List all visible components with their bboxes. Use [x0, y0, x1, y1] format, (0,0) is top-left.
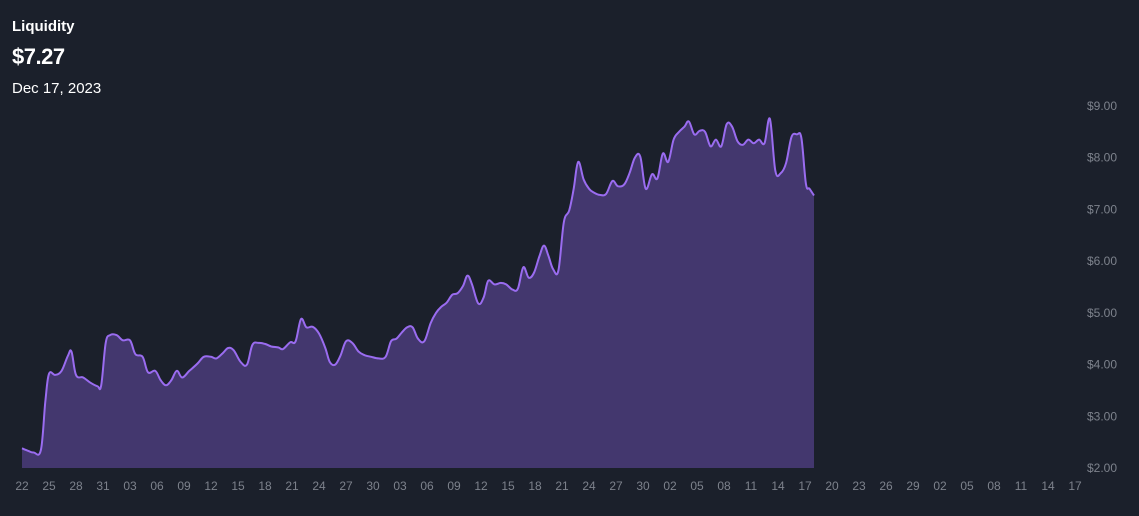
y-tick-label: $6.00	[1087, 254, 1117, 268]
x-tick-label: 29	[906, 479, 920, 493]
x-tick-label: 20	[825, 479, 839, 493]
x-tick-label: 27	[609, 479, 623, 493]
x-tick-label: 23	[852, 479, 866, 493]
x-tick-label: 08	[987, 479, 1001, 493]
y-tick-label: $5.00	[1087, 306, 1117, 320]
x-tick-label: 02	[933, 479, 947, 493]
x-tick-label: 15	[501, 479, 515, 493]
y-tick-label: $2.00	[1087, 461, 1117, 475]
x-tick-label: 18	[258, 479, 272, 493]
x-tick-label: 27	[339, 479, 353, 493]
x-tick-label: 28	[69, 479, 83, 493]
x-tick-label: 26	[879, 479, 893, 493]
x-tick-label: 09	[447, 479, 461, 493]
x-tick-label: 17	[1068, 479, 1082, 493]
x-tick-label: 15	[231, 479, 245, 493]
x-tick-label: 24	[312, 479, 326, 493]
y-tick-label: $7.00	[1087, 202, 1117, 216]
x-tick-label: 22	[15, 479, 29, 493]
x-tick-label: 02	[663, 479, 677, 493]
x-tick-label: 06	[150, 479, 164, 493]
area-layer	[21, 117, 815, 468]
x-tick-label: 30	[636, 479, 650, 493]
series-line[interactable]	[21, 117, 815, 456]
y-tick-label: $3.00	[1087, 409, 1117, 423]
x-tick-label: 17	[798, 479, 812, 493]
y-tick-label: $9.00	[1087, 99, 1117, 113]
x-tick-label: 12	[474, 479, 488, 493]
x-tick-label: 11	[745, 479, 758, 493]
x-tick-label: 12	[204, 479, 218, 493]
x-tick-label: 30	[366, 479, 380, 493]
x-tick-label: 24	[582, 479, 596, 493]
x-tick-label: 14	[771, 479, 785, 493]
x-tick-label: 03	[393, 479, 407, 493]
y-axis-ticks: $9.00 $8.00 $7.00 $6.00 $5.00 $4.00 $3.00 $2.00	[1087, 99, 1117, 475]
x-tick-label: 21	[285, 479, 299, 493]
x-tick-label: 11	[1015, 479, 1028, 493]
x-axis-ticks: 22 25 28 31 03 06 09 12 15 18 21 24 27 30 03 06 09 12 15 18…	[15, 479, 1082, 493]
current-date: Dec 17, 2023	[12, 80, 102, 97]
x-tick-label: 31	[96, 479, 110, 493]
series-area-fill	[22, 118, 814, 468]
x-tick-label: 14	[1041, 479, 1055, 493]
x-tick-label: 25	[42, 479, 56, 493]
current-value: $7.27	[12, 44, 65, 69]
x-tick-label: 21	[555, 479, 569, 493]
x-tick-label: 08	[717, 479, 731, 493]
chart-title: Liquidity	[12, 18, 75, 35]
x-tick-label: 05	[690, 479, 704, 493]
x-tick-label: 06	[420, 479, 434, 493]
y-tick-label: $8.00	[1087, 151, 1117, 165]
x-tick-label: 03	[123, 479, 137, 493]
x-tick-label: 18	[528, 479, 542, 493]
x-tick-label: 09	[177, 479, 191, 493]
x-tick-label: 05	[960, 479, 974, 493]
y-tick-label: $4.00	[1087, 358, 1117, 372]
